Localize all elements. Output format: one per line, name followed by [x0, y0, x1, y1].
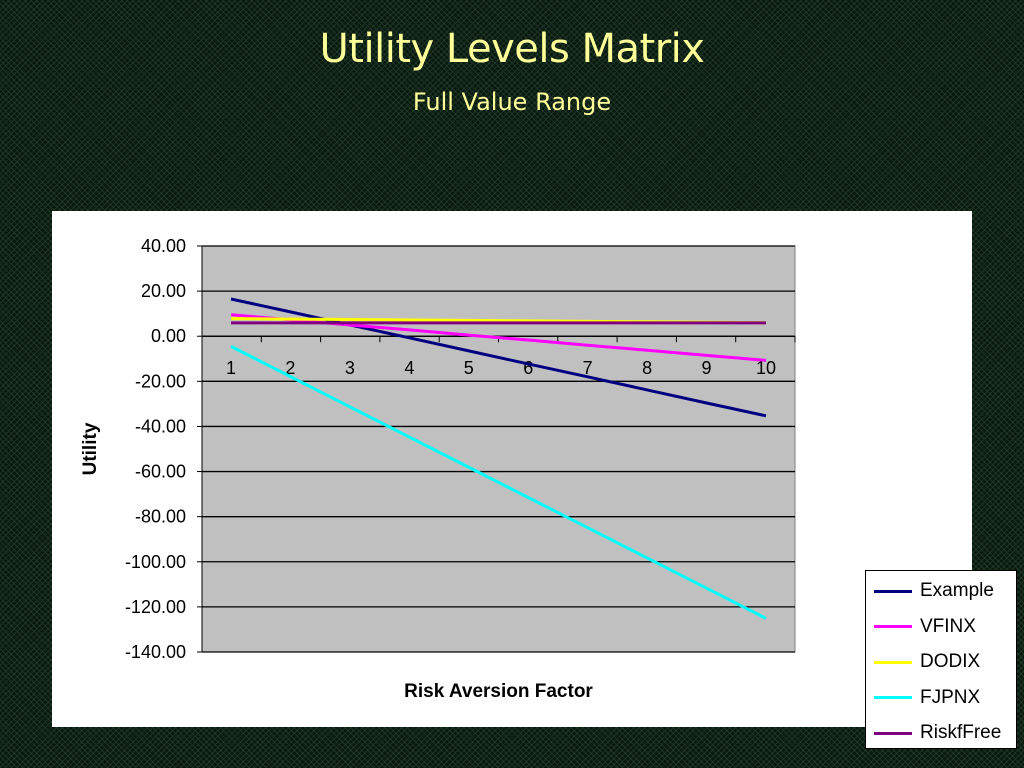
x-axis-title: Risk Aversion Factor [404, 681, 593, 702]
plot-area [201, 245, 796, 653]
x-tick-label: 6 [523, 358, 533, 378]
y-tick-label: 20.00 [141, 281, 186, 301]
series-line-fjpnx [230, 345, 767, 620]
x-tick-label: 3 [345, 358, 355, 378]
x-tick-label: 1 [226, 358, 236, 378]
legend-swatch [874, 660, 912, 664]
legend-item-vfinx: VFINX [874, 615, 976, 637]
legend-item-fjpnx: FJPNX [874, 686, 981, 708]
y-tick-label: -100.00 [125, 552, 186, 572]
chart-svg: 40.00 20.00 0.00 -20.00 -40.00 -60.00 -80.00 -1… [80, 236, 796, 702]
slide-subtitle: Full Value Range [412, 88, 612, 116]
legend-item-example: Example [874, 580, 994, 601]
x-tick-label: 5 [464, 358, 474, 378]
y-tick-label: -140.00 [125, 642, 186, 662]
legend-label: DODIX [920, 651, 981, 672]
x-tick-label: 10 [756, 358, 776, 378]
y-tick-label: -60.00 [135, 462, 186, 482]
legend-swatch [874, 625, 912, 628]
y-tick-label: -120.00 [125, 597, 186, 617]
legend-item-riskffree: RiskfFree [874, 722, 1002, 743]
y-axis-title: Utility [80, 422, 101, 475]
chart-panel: 40.00 20.00 0.00 -20.00 -40.00 -60.00 -80.00 -1… [52, 211, 1017, 749]
legend-swatch [874, 731, 912, 735]
y-tick-label: 40.00 [141, 236, 186, 256]
x-tick-label: 9 [702, 358, 712, 378]
x-tick-label: 7 [583, 358, 593, 378]
x-tick-label: 4 [404, 358, 414, 378]
legend-swatch [874, 696, 912, 699]
legend-label: FJPNX [920, 686, 981, 708]
legend-label: VFINX [920, 615, 976, 637]
y-tick-label: 0.00 [151, 326, 186, 346]
legend-item-dodix: DODIX [874, 651, 981, 672]
y-tick-label: -80.00 [135, 507, 186, 527]
legend-label: RiskfFree [920, 722, 1002, 743]
chart-legend: Example VFINX DODIX FJPNX RiskfFree [865, 570, 1017, 749]
legend-label: Example [920, 580, 994, 601]
x-tick-label: 2 [285, 358, 295, 378]
slide-title: Utility Levels Matrix [319, 26, 705, 72]
legend-swatch [874, 589, 912, 593]
y-tick-label: -20.00 [135, 371, 186, 391]
y-tick-label: -40.00 [135, 416, 186, 436]
x-tick-label: 8 [642, 358, 652, 378]
